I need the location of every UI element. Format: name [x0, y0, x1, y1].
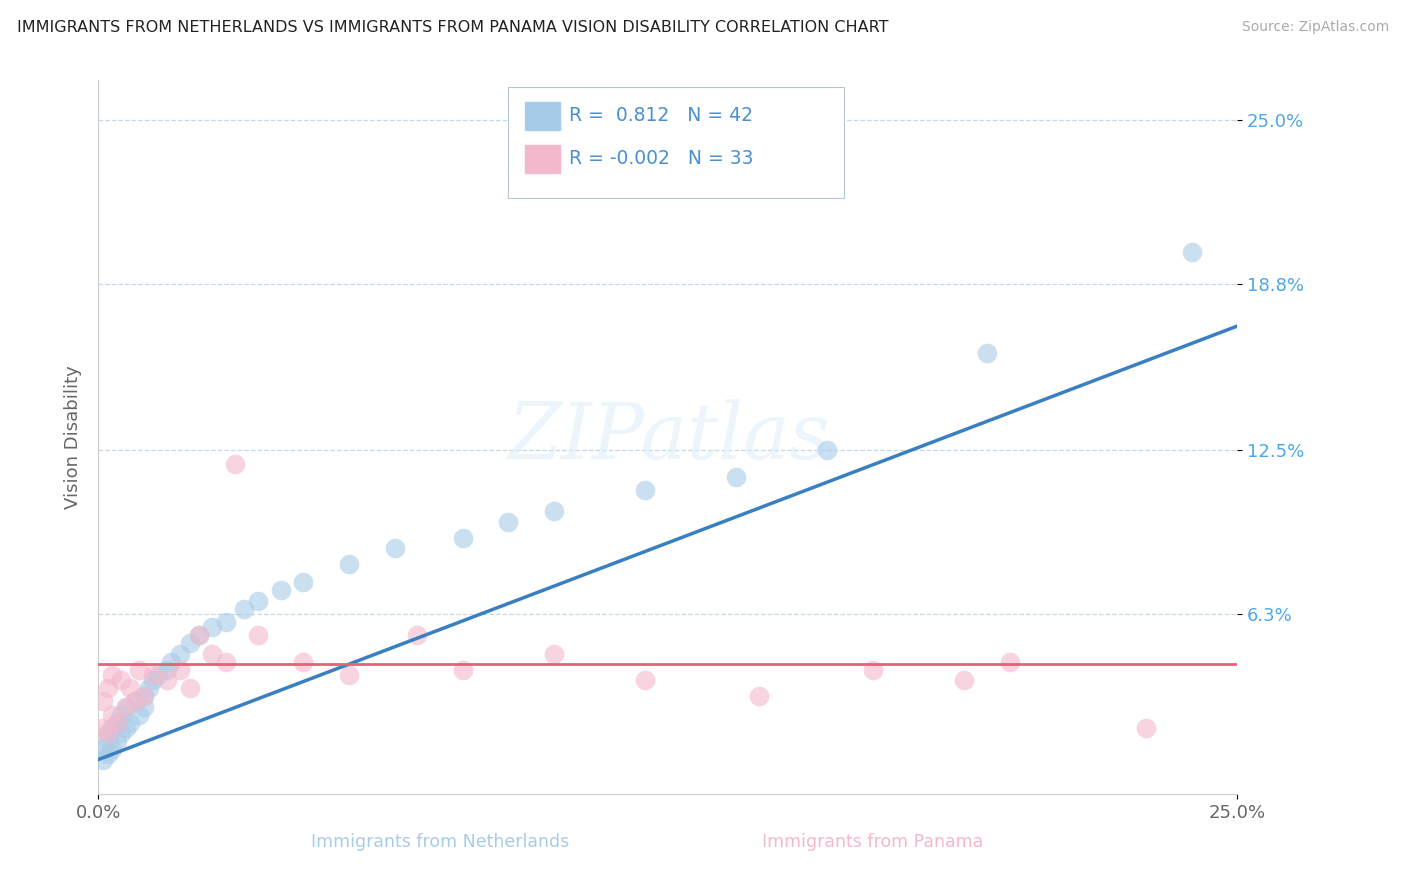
Point — [132, 689, 155, 703]
Point — [815, 443, 838, 458]
Point — [160, 655, 183, 669]
Point — [142, 673, 165, 688]
Point — [246, 628, 269, 642]
Point — [337, 557, 360, 571]
Text: ZIPatlas: ZIPatlas — [506, 399, 830, 475]
Point — [498, 515, 520, 529]
Point — [976, 345, 998, 359]
Point — [110, 673, 132, 688]
Point — [91, 694, 114, 708]
Point — [132, 689, 155, 703]
Point — [124, 694, 146, 708]
Point — [96, 726, 118, 740]
Point — [634, 483, 657, 497]
Point — [543, 504, 565, 518]
Point — [169, 647, 191, 661]
Point — [120, 715, 142, 730]
Point — [110, 726, 132, 740]
Point — [201, 647, 224, 661]
Point — [146, 668, 169, 682]
Point — [114, 721, 136, 735]
Point — [1135, 721, 1157, 735]
FancyBboxPatch shape — [509, 87, 845, 198]
Point — [451, 663, 474, 677]
Text: R =  0.812   N = 42: R = 0.812 N = 42 — [569, 106, 752, 126]
Point — [142, 668, 165, 682]
Point — [114, 699, 136, 714]
Point — [953, 673, 976, 688]
Point — [96, 681, 118, 695]
Point — [292, 575, 315, 590]
Text: Immigrants from Netherlands: Immigrants from Netherlands — [311, 833, 569, 851]
Point — [114, 699, 136, 714]
Point — [105, 715, 128, 730]
Point — [187, 628, 209, 642]
Point — [187, 628, 209, 642]
Point — [215, 655, 238, 669]
Point — [91, 752, 114, 766]
Y-axis label: Vision Disability: Vision Disability — [63, 365, 82, 509]
Point — [128, 707, 150, 722]
Point — [156, 663, 179, 677]
Point — [246, 594, 269, 608]
Point — [120, 681, 142, 695]
Point — [384, 541, 406, 555]
Point — [998, 655, 1021, 669]
Point — [233, 602, 256, 616]
Point — [138, 681, 160, 695]
Point — [96, 726, 118, 740]
Point — [406, 628, 429, 642]
Bar — [526, 145, 560, 173]
Point — [132, 699, 155, 714]
Point — [91, 721, 114, 735]
Point — [105, 734, 128, 748]
Point — [105, 715, 128, 730]
Point — [101, 742, 124, 756]
Text: IMMIGRANTS FROM NETHERLANDS VS IMMIGRANTS FROM PANAMA VISION DISABILITY CORRELAT: IMMIGRANTS FROM NETHERLANDS VS IMMIGRANT… — [17, 20, 889, 35]
Point — [224, 457, 246, 471]
Point — [1181, 245, 1204, 260]
Point — [337, 668, 360, 682]
Point — [179, 636, 201, 650]
Point — [96, 734, 118, 748]
Point — [634, 673, 657, 688]
Point — [124, 694, 146, 708]
Point — [543, 647, 565, 661]
Bar — [526, 102, 560, 130]
Point — [451, 531, 474, 545]
Point — [725, 469, 748, 483]
Point — [748, 689, 770, 703]
Text: Immigrants from Panama: Immigrants from Panama — [762, 833, 983, 851]
Point — [156, 673, 179, 688]
Point — [215, 615, 238, 629]
Text: R = -0.002   N = 33: R = -0.002 N = 33 — [569, 149, 754, 169]
Point — [101, 668, 124, 682]
Point — [292, 655, 315, 669]
Point — [110, 707, 132, 722]
Point — [201, 620, 224, 634]
Point — [862, 663, 884, 677]
Point — [270, 583, 292, 598]
Point — [101, 721, 124, 735]
Point — [101, 707, 124, 722]
Point — [169, 663, 191, 677]
Point — [179, 681, 201, 695]
Point — [128, 663, 150, 677]
Point — [96, 747, 118, 762]
Text: Source: ZipAtlas.com: Source: ZipAtlas.com — [1241, 20, 1389, 34]
Point — [91, 742, 114, 756]
